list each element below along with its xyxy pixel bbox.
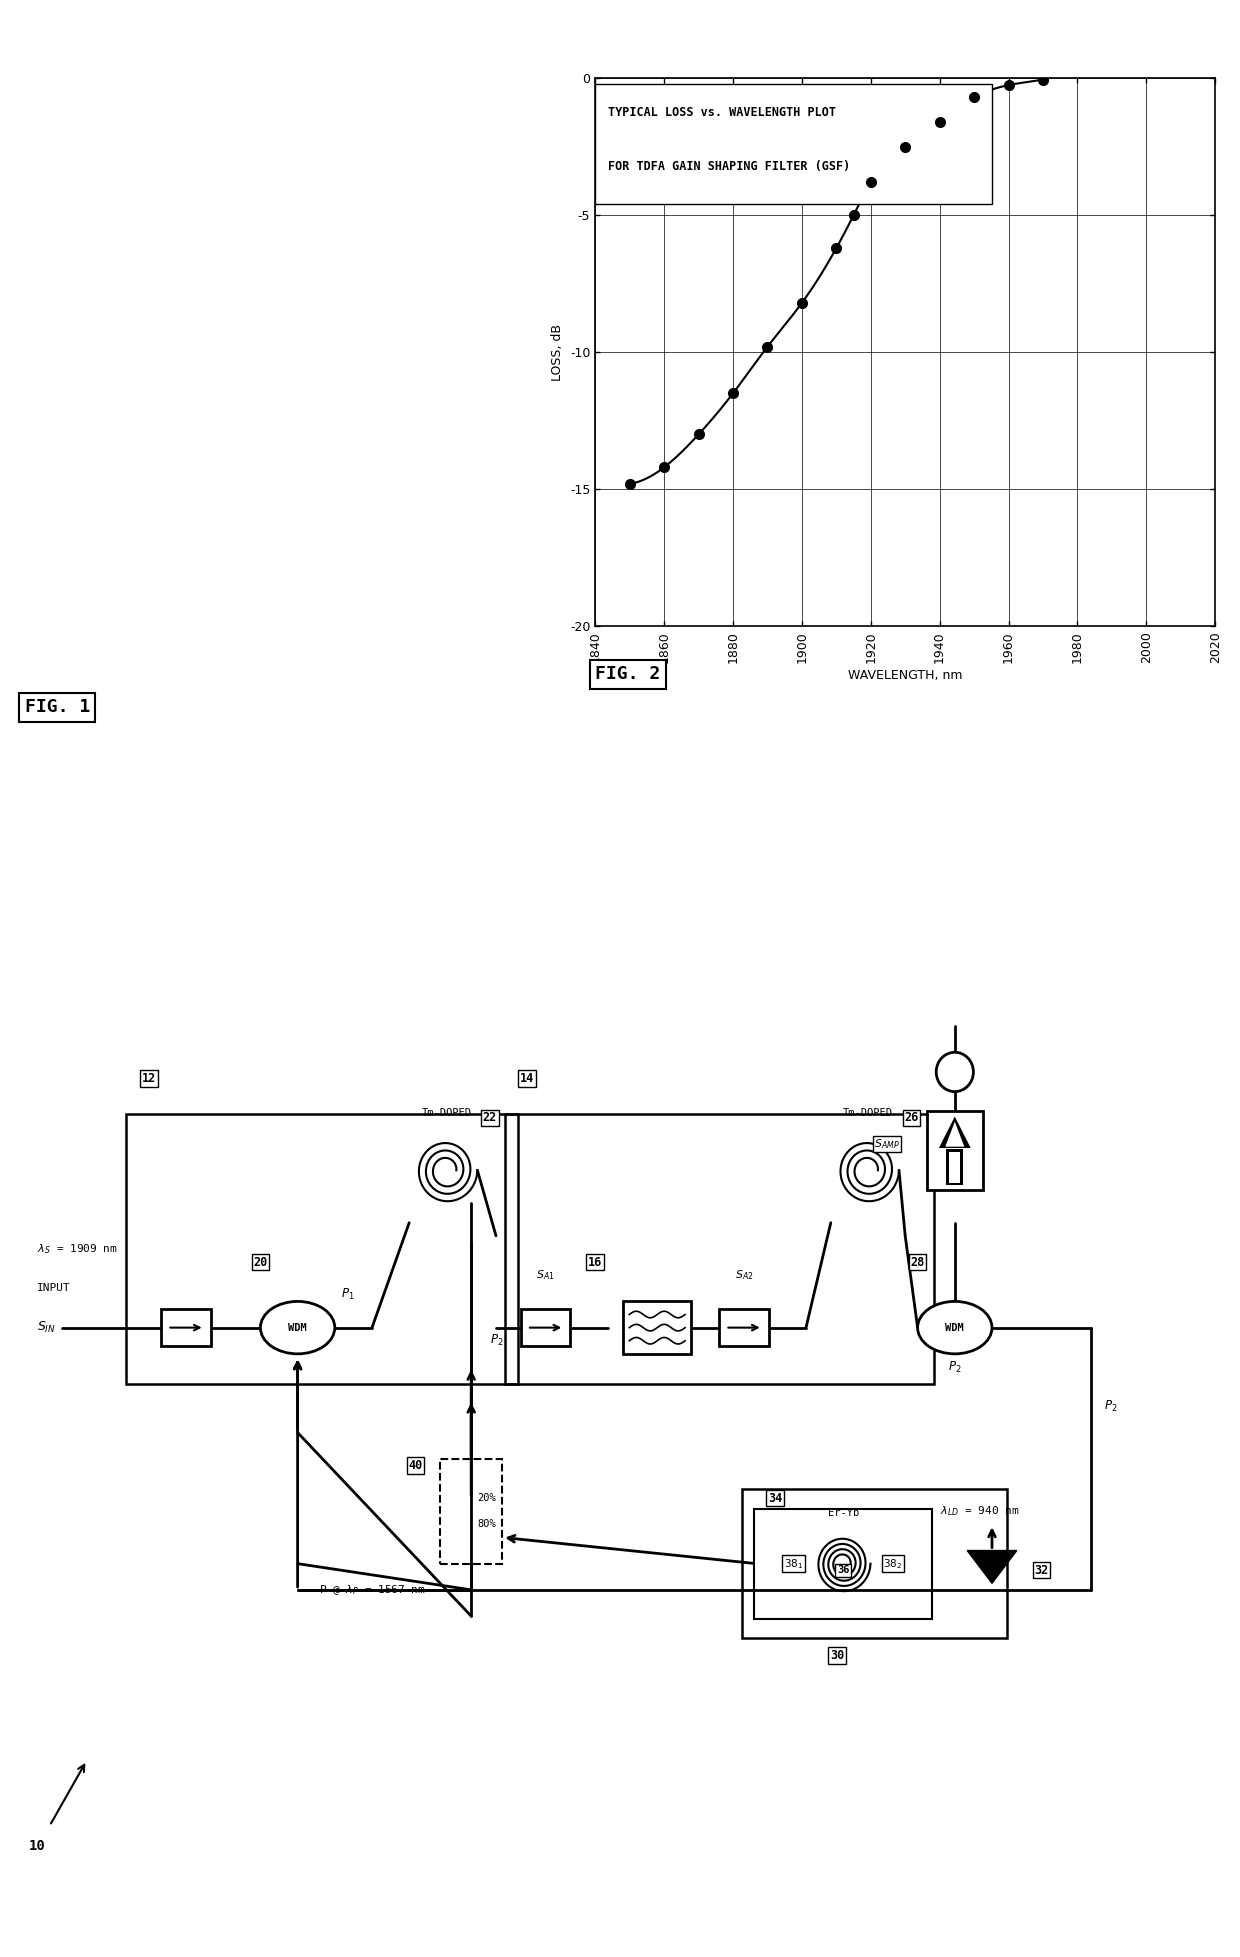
Ellipse shape [260,1301,335,1354]
Text: $\lambda_{LD}$ = 940 nm: $\lambda_{LD}$ = 940 nm [940,1505,1019,1519]
Text: 16: 16 [588,1256,603,1268]
Ellipse shape [918,1301,992,1354]
Text: FIG. 2: FIG. 2 [595,665,661,683]
FancyBboxPatch shape [595,84,992,204]
Text: 30: 30 [830,1650,844,1661]
Text: 40: 40 [408,1458,423,1472]
Text: $38_2$: $38_2$ [883,1556,903,1571]
Text: INPUT: INPUT [37,1284,71,1294]
Text: TYPICAL LOSS vs. WAVELENGTH PLOT: TYPICAL LOSS vs. WAVELENGTH PLOT [608,106,836,119]
Text: $P_2$: $P_2$ [1104,1399,1117,1413]
Text: 20%: 20% [477,1493,496,1503]
Text: $P_1$: $P_1$ [341,1288,355,1303]
Text: 34: 34 [768,1491,782,1505]
X-axis label: WAVELENGTH, nm: WAVELENGTH, nm [848,669,962,681]
Text: $S_{IN}$: $S_{IN}$ [37,1321,56,1335]
Text: 26: 26 [904,1112,919,1125]
Text: TYPICAL LOSS vs. WAVELENGTH PLOT: TYPICAL LOSS vs. WAVELENGTH PLOT [608,106,836,119]
Bar [624,1301,692,1354]
Text: FIG. 1: FIG. 1 [25,699,91,716]
Circle shape [936,1053,973,1092]
Text: P @ $\lambda_P$ = 1567 nm: P @ $\lambda_P$ = 1567 nm [319,1583,425,1597]
Text: FOR TDFA GAIN SHAPING FILTER (GSF): FOR TDFA GAIN SHAPING FILTER (GSF) [608,160,849,174]
Polygon shape [939,1117,971,1149]
Text: 10: 10 [29,1840,46,1853]
Text: 22: 22 [482,1112,497,1125]
Text: WDM: WDM [288,1323,308,1333]
Text: 12: 12 [141,1072,156,1084]
Text: $38_1$: $38_1$ [784,1556,804,1571]
Y-axis label: LOSS, dB: LOSS, dB [552,323,564,382]
Text: $S_{AMP}$: $S_{AMP}$ [874,1137,899,1151]
Text: 32: 32 [1034,1564,1049,1577]
Text: $S_{A2}$: $S_{A2}$ [735,1268,753,1282]
Text: $P_2$: $P_2$ [490,1333,503,1348]
Text: $\lambda_S$ = 1909 nm: $\lambda_S$ = 1909 nm [37,1243,118,1256]
Polygon shape [967,1550,1017,1583]
Bar [719,1309,769,1346]
Text: $S_{A1}$: $S_{A1}$ [536,1268,556,1282]
Bar [161,1309,211,1346]
Text: 36: 36 [837,1566,849,1575]
Bar [440,1458,502,1564]
Bar [946,1149,963,1184]
Text: 28: 28 [910,1256,925,1268]
Text: Tm-DOPED: Tm-DOPED [843,1108,893,1117]
Text: WDM: WDM [945,1323,965,1333]
Text: Er-Yb: Er-Yb [827,1507,859,1519]
Bar [521,1309,570,1346]
Text: 80%: 80% [477,1519,496,1528]
Text: FOR TDFA GAIN SHAPING FILTER (GSF): FOR TDFA GAIN SHAPING FILTER (GSF) [608,160,849,174]
Polygon shape [945,1121,965,1147]
Text: 14: 14 [520,1072,534,1084]
Text: Tm-DOPED: Tm-DOPED [422,1108,471,1117]
Text: 20: 20 [253,1256,268,1268]
Text: $P_2$: $P_2$ [949,1360,961,1374]
Bar [950,1153,960,1184]
Bar [926,1112,982,1190]
